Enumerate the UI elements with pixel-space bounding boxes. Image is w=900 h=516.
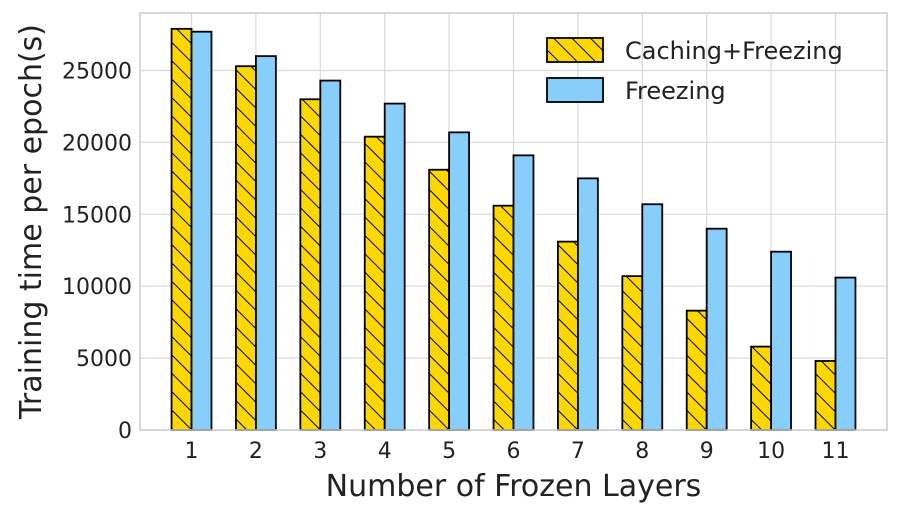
x-axis-title: Number of Frozen Layers: [326, 469, 702, 504]
bar-freezing-9: [705, 227, 728, 431]
bar-caching-freezing-7: [557, 240, 579, 431]
x-tick-label: 7: [571, 439, 585, 464]
bar-freezing-6: [512, 154, 535, 431]
bar-freezing-10: [770, 250, 792, 431]
bar-caching-freezing-6: [492, 204, 515, 431]
bar-freezing-4: [383, 102, 406, 431]
bar-freezing-5: [448, 131, 470, 431]
x-tick-label: 8: [635, 439, 649, 464]
bar-caching-freezing-5: [428, 168, 451, 431]
bar-freezing-3: [319, 79, 342, 431]
legend-swatch-freezing: [546, 77, 604, 103]
bar-caching-freezing-1: [170, 27, 193, 431]
bar-caching-freezing-3: [299, 98, 322, 431]
x-tick-label: 11: [821, 439, 849, 464]
bar-freezing-11: [834, 276, 857, 431]
bar-caching-freezing-8: [621, 275, 644, 431]
x-tick-label: 6: [507, 439, 521, 464]
x-tick-label: 2: [249, 439, 263, 464]
bar-caching-freezing-9: [685, 309, 708, 431]
bar-freezing-7: [576, 177, 599, 431]
bar-caching-freezing-10: [750, 345, 772, 431]
bar-freezing-2: [255, 55, 277, 431]
legend-label-freezing: Freezing: [625, 77, 726, 105]
y-tick-label: 0: [118, 419, 132, 444]
y-tick-label: 15000: [62, 203, 132, 228]
legend-label-caching-freezing: Caching+Freezing: [625, 37, 843, 65]
y-tick-label: 10000: [62, 275, 132, 300]
bar-caching-freezing-11: [814, 360, 837, 431]
y-tick-label: 5000: [76, 347, 132, 372]
x-tick-label: 3: [313, 439, 327, 464]
x-tick-labels: 1 2 3 4 5 6 7 8 9 10 11: [185, 439, 850, 464]
bar-freezing-8: [641, 203, 664, 431]
bar-freezing-1: [190, 30, 213, 431]
y-axis-title: Training time per epoch(s): [14, 24, 49, 420]
x-tick-label: 4: [378, 439, 392, 464]
bar-caching-freezing-2: [235, 65, 257, 431]
x-tick-label: 10: [757, 439, 785, 464]
y-tick-label: 20000: [62, 131, 132, 156]
plot-frame: [139, 12, 888, 431]
legend-swatch-caching-freezing: [546, 37, 604, 63]
y-tick-labels: 0 5000 10000 15000 20000 25000: [62, 60, 132, 444]
x-tick-label: 5: [442, 439, 456, 464]
x-tick-label: 1: [185, 439, 199, 464]
legend: Caching+Freezing Freezing: [546, 37, 843, 105]
bar-caching-freezing-4: [363, 135, 386, 431]
y-tick-label: 25000: [62, 60, 132, 85]
x-tick-label: 9: [700, 439, 714, 464]
